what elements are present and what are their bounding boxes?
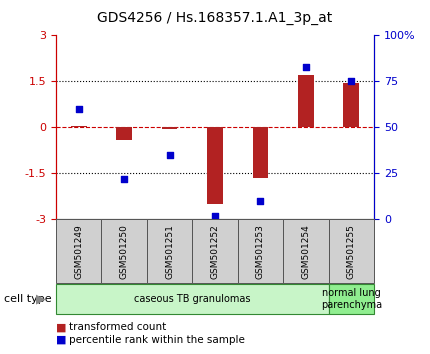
FancyBboxPatch shape [101, 219, 147, 283]
Text: GSM501252: GSM501252 [211, 224, 219, 279]
Point [257, 198, 264, 204]
FancyBboxPatch shape [192, 219, 238, 283]
Text: transformed count: transformed count [69, 322, 166, 332]
Bar [298, 75, 314, 127]
Text: GSM501250: GSM501250 [120, 224, 129, 279]
Text: GSM501255: GSM501255 [347, 224, 356, 279]
FancyBboxPatch shape [329, 284, 374, 314]
Bar [252, 127, 268, 178]
Text: GSM501253: GSM501253 [256, 224, 265, 279]
Bar [344, 83, 359, 127]
FancyBboxPatch shape [147, 219, 192, 283]
Text: ▶: ▶ [36, 293, 46, 306]
Text: cell type: cell type [4, 294, 52, 304]
Bar [162, 127, 178, 129]
Bar [71, 126, 86, 127]
Text: GSM501254: GSM501254 [301, 224, 310, 279]
FancyBboxPatch shape [329, 219, 374, 283]
Point [166, 152, 173, 158]
Point [212, 213, 218, 219]
Text: ■: ■ [56, 335, 66, 345]
Text: percentile rank within the sample: percentile rank within the sample [69, 335, 245, 345]
Point [75, 106, 82, 112]
Text: GSM501249: GSM501249 [74, 224, 83, 279]
Text: GDS4256 / Hs.168357.1.A1_3p_at: GDS4256 / Hs.168357.1.A1_3p_at [97, 11, 333, 25]
Point [348, 79, 355, 84]
Point [302, 64, 309, 69]
Bar [207, 127, 223, 204]
Point [121, 176, 128, 182]
FancyBboxPatch shape [283, 219, 329, 283]
Text: GSM501251: GSM501251 [165, 224, 174, 279]
Bar [116, 127, 132, 140]
FancyBboxPatch shape [56, 284, 329, 314]
FancyBboxPatch shape [56, 219, 101, 283]
FancyBboxPatch shape [238, 219, 283, 283]
Text: normal lung
parenchyma: normal lung parenchyma [321, 288, 382, 310]
Text: ■: ■ [56, 322, 66, 332]
Text: caseous TB granulomas: caseous TB granulomas [134, 294, 251, 304]
